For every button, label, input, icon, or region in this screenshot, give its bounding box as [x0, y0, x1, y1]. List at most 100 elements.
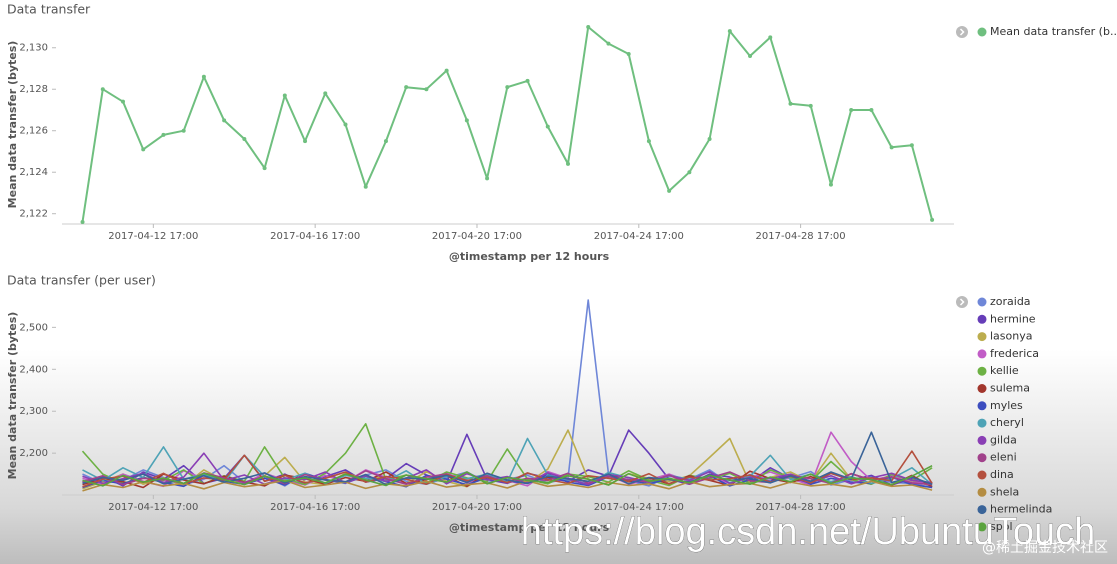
data-point: [849, 107, 854, 112]
watermark-credit: @稀土掘金技术社区: [982, 540, 1108, 556]
legend-label: spol: [990, 520, 1013, 533]
legend-item[interactable]: shela: [977, 485, 1020, 498]
data-point: [282, 93, 287, 98]
y-tick-label: 2,126: [19, 126, 48, 137]
legend-item[interactable]: zoraida: [977, 295, 1031, 308]
data-point: [667, 188, 672, 193]
x-tick-label: 2017-04-24 17:00: [594, 502, 684, 513]
x-tick-label: 2017-04-16 17:00: [270, 231, 360, 242]
legend-label: zoraida: [990, 295, 1031, 308]
y-tick-label: 2,130: [19, 43, 48, 54]
legend-swatch: [977, 522, 987, 532]
legend-item[interactable]: lasonya: [977, 330, 1033, 343]
legend-swatch: [977, 435, 987, 445]
legend-item[interactable]: spol: [977, 520, 1013, 533]
data-point: [161, 132, 166, 137]
data-point: [828, 182, 833, 187]
legend-label: Mean data transfer (b...: [990, 25, 1117, 38]
legend-swatch: [977, 314, 987, 324]
legend-swatch: [977, 297, 987, 307]
data-point: [788, 101, 793, 106]
legend-swatch: [977, 487, 987, 497]
legend-item[interactable]: hermine: [977, 312, 1036, 325]
data-point: [545, 124, 550, 129]
data-point: [242, 137, 247, 142]
y-axis-title: Mean data transfer (bytes): [6, 41, 19, 209]
y-tick-label: 2,400: [19, 364, 48, 375]
legend-label: myles: [990, 399, 1023, 412]
x-tick-label: 2017-04-20 17:00: [432, 502, 522, 513]
legend-label: frederica: [990, 347, 1039, 360]
y-tick-label: 2,300: [19, 406, 48, 417]
legend-label: shela: [990, 485, 1019, 498]
data-point: [464, 118, 469, 123]
legend-item[interactable]: kellie: [977, 364, 1019, 377]
legend-label: hermelinda: [990, 503, 1052, 516]
x-tick-label: 2017-04-12 17:00: [108, 231, 198, 242]
data-point: [100, 87, 105, 92]
data-point: [383, 139, 388, 144]
legend-item[interactable]: cheryl: [977, 416, 1024, 429]
data-point: [262, 166, 267, 171]
legend-toggle-2[interactable]: [956, 296, 968, 308]
legend-swatch: [977, 349, 987, 359]
y-tick-label: 2,124: [19, 167, 48, 178]
data-point: [120, 99, 125, 104]
y-tick-label: 2,128: [19, 84, 48, 95]
legend-swatch: [977, 401, 987, 411]
legend-swatch: [977, 418, 987, 428]
data-point: [748, 54, 753, 59]
legend-label: lasonya: [990, 330, 1032, 343]
legend-toggle-1[interactable]: [956, 26, 968, 38]
data-point: [768, 35, 773, 40]
series-line: [82, 464, 933, 487]
legend-item[interactable]: eleni: [977, 451, 1017, 464]
data-point: [525, 78, 530, 83]
data-point: [424, 87, 429, 92]
y-tick-label: 2,122: [19, 209, 48, 220]
legend-item[interactable]: hermelinda: [977, 503, 1053, 516]
x-tick-label: 2017-04-28 17:00: [756, 502, 846, 513]
legend-swatch: [977, 384, 987, 393]
legend-swatch: [977, 366, 987, 376]
data-point: [404, 85, 409, 90]
chart-title: Data transfer: [7, 2, 91, 17]
data-point: [343, 122, 348, 127]
chart-title: Data transfer (per user): [7, 273, 156, 288]
x-axis-title: @timestamp per 12 hours: [449, 521, 610, 534]
data-point: [444, 68, 449, 73]
legend-label: hermine: [990, 312, 1036, 325]
data-point: [181, 128, 186, 133]
x-tick-label: 2017-04-28 17:00: [756, 231, 846, 242]
y-tick-label: 2,200: [19, 448, 48, 459]
x-tick-label: 2017-04-16 17:00: [270, 502, 360, 513]
legend-label: dina: [990, 468, 1014, 481]
data-point: [485, 176, 490, 181]
legend-item[interactable]: myles: [977, 399, 1024, 412]
legend-swatch: [977, 470, 987, 480]
legend-label: cheryl: [990, 416, 1024, 429]
watermark-url: https://blog.csdn.net/UbuntuTouch: [521, 511, 1096, 553]
series-line: [81, 26, 934, 223]
legend-item[interactable]: frederica: [977, 347, 1040, 360]
series-line: [82, 431, 933, 486]
legend-swatch: [977, 505, 987, 515]
data-point: [141, 147, 146, 152]
data-point: [606, 41, 611, 46]
data-point: [889, 145, 894, 150]
legend-item[interactable]: gilda: [977, 433, 1017, 446]
legend-label: kellie: [990, 364, 1019, 377]
legend-item[interactable]: dina: [977, 468, 1014, 481]
legend-label: sulema: [990, 382, 1030, 395]
data-point: [909, 143, 914, 148]
legend-swatch: [977, 27, 987, 37]
data-point: [363, 184, 368, 189]
legend-swatch: [977, 332, 987, 342]
data-point: [505, 85, 510, 90]
legend-label: gilda: [990, 433, 1017, 446]
legend-item[interactable]: Mean data transfer (b...: [977, 25, 1117, 38]
legend-item[interactable]: sulema: [977, 382, 1030, 395]
legend-swatch: [977, 453, 987, 463]
data-point: [626, 51, 631, 56]
